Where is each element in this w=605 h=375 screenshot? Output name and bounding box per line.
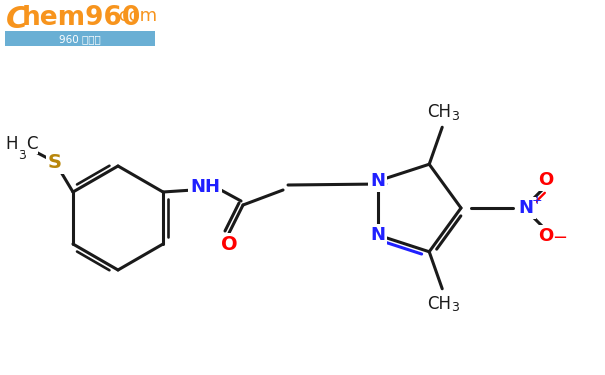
Text: −: − xyxy=(552,229,567,247)
Bar xyxy=(5,31,155,46)
Text: 3: 3 xyxy=(451,301,459,314)
Text: hem960: hem960 xyxy=(22,5,141,31)
Text: CH: CH xyxy=(427,295,451,313)
Text: N: N xyxy=(370,172,385,190)
Text: O: O xyxy=(538,227,554,245)
Text: N: N xyxy=(518,199,534,217)
Text: .com: .com xyxy=(113,7,157,25)
Text: +: + xyxy=(532,194,542,207)
Text: C: C xyxy=(6,5,28,34)
Text: 3: 3 xyxy=(18,149,26,162)
Text: O: O xyxy=(221,236,237,255)
Text: C: C xyxy=(26,135,38,153)
Text: O: O xyxy=(538,171,554,189)
Text: S: S xyxy=(48,153,62,171)
Text: NH: NH xyxy=(190,178,220,196)
Text: CH: CH xyxy=(427,103,451,121)
Text: H: H xyxy=(5,135,18,153)
Bar xyxy=(5,3,165,47)
Text: 3: 3 xyxy=(451,110,459,123)
Text: 960 化工网: 960 化工网 xyxy=(59,34,101,44)
Text: N: N xyxy=(370,226,385,244)
